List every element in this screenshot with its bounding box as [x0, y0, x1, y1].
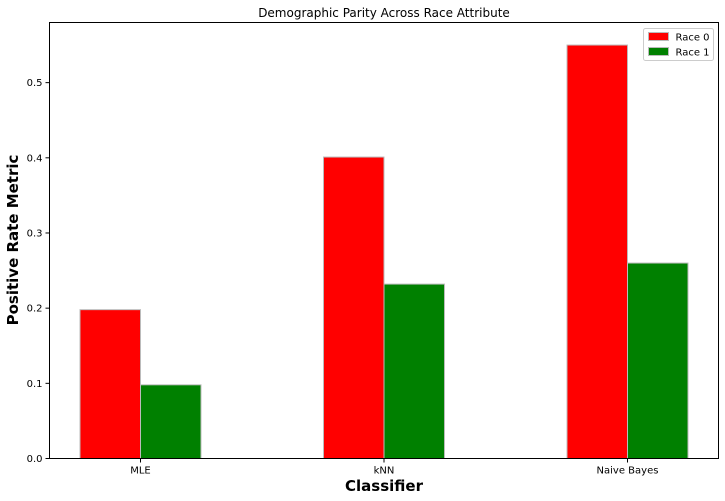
y-tick-label: 0.0 — [27, 454, 43, 465]
y-tick-label: 0.1 — [27, 379, 43, 390]
y-tick-label: 0.5 — [27, 78, 43, 89]
chart-title: Demographic Parity Across Race Attribute — [258, 6, 510, 20]
y-tick-label: 0.2 — [27, 304, 43, 315]
x-axis-label: Classifier — [345, 477, 424, 495]
y-axis-ticks: 0.0 0.1 0.2 0.3 0.4 0.5 — [27, 78, 50, 465]
bar-race-0-mle — [79, 309, 141, 460]
bar-race-1-mle — [140, 384, 202, 459]
x-axis-ticks: MLE kNN Naive Bayes — [130, 458, 659, 477]
bar-race-0-naive-bayes — [566, 44, 628, 459]
y-tick-label: 0.3 — [27, 228, 43, 239]
bars-group — [79, 44, 689, 460]
bar-race-1-knn — [383, 283, 445, 459]
y-tick-label: 0.4 — [27, 153, 43, 164]
legend-swatch — [648, 47, 669, 56]
bar-race-1-naive-bayes — [627, 262, 689, 459]
legend-swatch — [648, 32, 669, 41]
y-axis-label: Positive Rate Metric — [4, 155, 22, 326]
legend: Race 0 Race 1 — [643, 28, 714, 61]
x-tick-label: MLE — [130, 466, 151, 477]
legend-label: Race 1 — [676, 48, 710, 59]
bar-race-0-knn — [323, 156, 385, 459]
plot-area-frame — [49, 22, 719, 459]
x-tick-label: kNN — [374, 466, 395, 477]
legend-label: Race 0 — [676, 33, 710, 44]
x-tick-label: Naive Bayes — [597, 466, 659, 477]
